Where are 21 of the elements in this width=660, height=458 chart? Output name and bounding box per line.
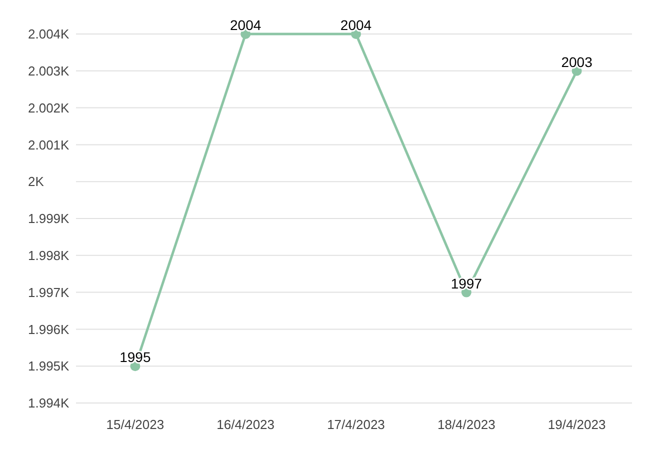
- y-tick-label: 2.001K: [28, 137, 70, 152]
- x-tick-label: 17/4/2023: [327, 417, 385, 432]
- y-tick-label: 1.994K: [28, 396, 70, 411]
- x-tick-label: 19/4/2023: [548, 417, 606, 432]
- y-tick-label: 1.995K: [28, 358, 70, 374]
- x-tick-label: 18/4/2023: [437, 417, 496, 432]
- y-tick-label: 2.004K: [28, 26, 70, 42]
- data-label: 2003: [561, 54, 593, 70]
- y-tick-label: 2.003K: [28, 63, 70, 78]
- y-tick-label: 2.002K: [28, 100, 70, 116]
- y-tick-label: 1.996K: [28, 322, 70, 337]
- data-label: 1995: [120, 349, 151, 366]
- x-tick-label: 16/4/2023: [216, 417, 275, 432]
- y-tick-label: 2K: [28, 174, 44, 190]
- data-label: 1997: [450, 275, 482, 292]
- y-tick-label: 1.998K: [28, 248, 70, 263]
- x-tick-label: 15/4/2023: [106, 417, 164, 432]
- data-label: 2004: [230, 17, 262, 33]
- y-tick-label: 1.997K: [28, 284, 70, 300]
- data-label: 2004: [340, 17, 372, 33]
- y-tick-label: 1.999K: [28, 211, 70, 226]
